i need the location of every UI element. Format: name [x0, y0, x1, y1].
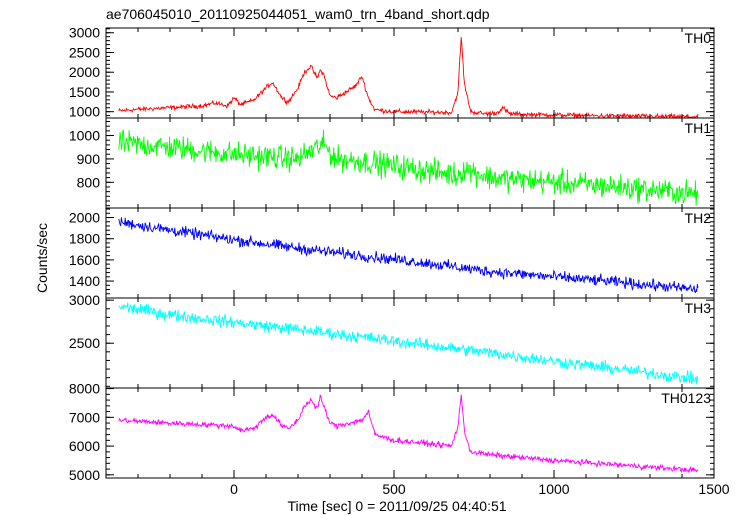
y-axis-label: Counts/sec — [34, 223, 50, 293]
y-tick-label: 1400 — [69, 273, 100, 289]
y-tick-label: 8000 — [69, 381, 100, 397]
y-tick-label: 1000 — [69, 104, 100, 120]
y-tick-label: 2500 — [69, 335, 100, 351]
x-tick-label: 0 — [230, 481, 238, 497]
panel-label-th0123: TH0123 — [661, 390, 711, 406]
y-tick-label: 2500 — [69, 44, 100, 60]
y-tick-label: 800 — [77, 174, 101, 190]
y-tick-label: 7000 — [69, 409, 100, 425]
panel-frame — [105, 297, 715, 389]
x-tick-label: 1000 — [538, 481, 569, 497]
y-tick-label: 1800 — [69, 231, 100, 247]
panel-frame — [105, 27, 715, 119]
panel-th1: 800 900 1000 TH1 — [69, 117, 715, 209]
x-axis: 0 500 1000 1500 — [230, 481, 730, 497]
y-tick-label: 900 — [77, 151, 101, 167]
y-tick-label: 1600 — [69, 252, 100, 268]
x-axis-label: Time [sec] 0 = 2011/09/25 04:40:51 — [287, 498, 506, 514]
panel-label-th1: TH1 — [685, 120, 712, 136]
y-tick-label: 2000 — [69, 210, 100, 226]
panel-frame — [105, 117, 715, 209]
y-tick-label: 1500 — [69, 84, 100, 100]
panels: 1000 1500 2000 2500 3000 TH0 800 900 1000 TH1 1400… — [69, 25, 715, 483]
panel-th0123: 5000 6000 7000 8000 TH0123 — [69, 381, 715, 483]
x-tick-label: 1500 — [698, 481, 729, 497]
y-tick-label: 2000 — [69, 64, 100, 80]
panel-th0: 1000 1500 2000 2500 3000 TH0 — [69, 25, 715, 120]
panel-label-th0: TH0 — [685, 30, 712, 46]
panel-label-th3: TH3 — [685, 300, 712, 316]
series-line-th2 — [118, 217, 699, 294]
panel-th3: 2500 3000 TH3 — [69, 292, 715, 389]
y-tick-label: 1000 — [69, 128, 100, 144]
panel-th2: 1400 1600 1800 2000 TH2 — [69, 207, 715, 299]
y-tick-label: 3000 — [69, 25, 100, 41]
series-line-th3 — [118, 302, 698, 385]
series-line-th1 — [118, 128, 699, 206]
series-line-th0123 — [118, 394, 699, 474]
chart-title: ae706045010_20110925044051_wam0_trn_4ban… — [106, 6, 490, 22]
x-tick-label: 500 — [382, 481, 406, 497]
y-tick-label: 6000 — [69, 438, 100, 454]
panel-label-th2: TH2 — [685, 210, 712, 226]
y-tick-label: 5000 — [69, 467, 100, 483]
y-tick-label: 3000 — [69, 292, 100, 308]
series-line-th0 — [118, 37, 699, 118]
panel-frame — [105, 387, 715, 479]
